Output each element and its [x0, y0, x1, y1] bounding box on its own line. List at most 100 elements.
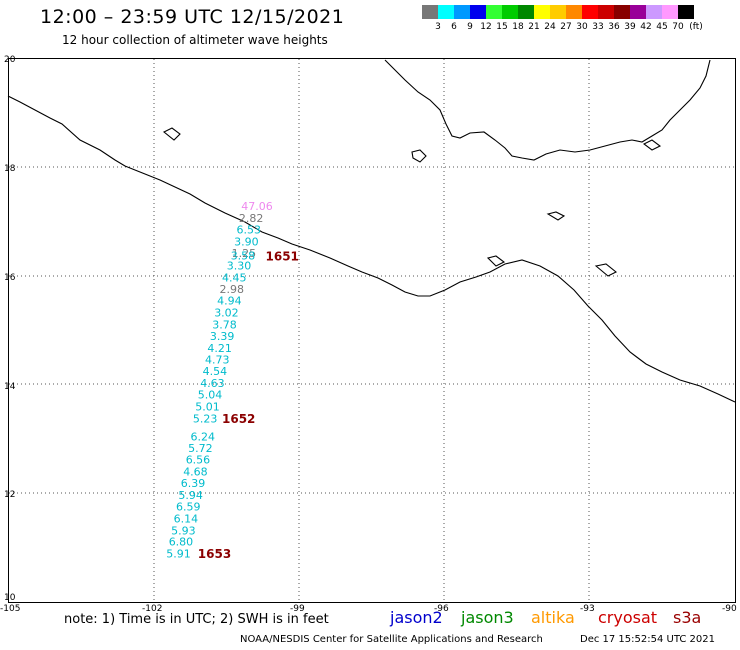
scale-swatch-3 — [470, 5, 486, 19]
island — [411, 149, 427, 163]
lon-tick-label: -99 — [290, 604, 305, 614]
wave-height-label: 5.04 — [198, 389, 223, 402]
scale-label-11: 36 — [608, 22, 620, 32]
scale-swatch-16 — [678, 5, 694, 19]
wave-height-label: 3.39 — [210, 330, 235, 343]
wave-height-label: 4.73 — [205, 353, 230, 366]
satellite-cryosat: cryosat — [598, 608, 658, 627]
scale-swatch-15 — [662, 5, 678, 19]
scale-unit-label: (ft) — [689, 22, 703, 32]
scale-swatch-4 — [486, 5, 502, 19]
wave-height-label: 47.06 — [241, 200, 272, 213]
wave-height-label: 4.68 — [183, 466, 208, 479]
wave-height-label: 5.94 — [178, 489, 203, 502]
wave-height-label: 5.23 — [193, 413, 218, 426]
wave-height-label: 3.02 — [214, 307, 239, 320]
scale-label-14: 45 — [656, 22, 668, 32]
wave-height-label: 6.39 — [181, 477, 206, 490]
island — [546, 211, 566, 221]
wave-height-label: 3.30 — [227, 259, 252, 272]
map-subtitle: 12 hour collection of altimeter wave hei… — [62, 33, 328, 47]
scale-label-1: 6 — [451, 22, 457, 32]
wave-height-label: 5.91 — [166, 548, 191, 561]
wave-height-label: 4.63 — [200, 377, 225, 390]
scale-swatch-8 — [550, 5, 566, 19]
wave-height-label: 5.01 — [195, 401, 220, 414]
scale-label-2: 9 — [467, 22, 473, 32]
lat-tick-label: 18 — [4, 164, 16, 174]
lon-tick-label: -90 — [722, 604, 737, 614]
satellite-jason3: jason3 — [461, 608, 514, 627]
satellite-altika: altika — [531, 608, 575, 627]
wave-height-label: 6.59 — [176, 500, 201, 513]
lat-tick-label: 10 — [4, 593, 16, 603]
gulf-coastline — [384, 59, 711, 161]
wave-height-label: 2.82 — [239, 212, 264, 225]
scale-swatch-2 — [454, 5, 470, 19]
scale-label-9: 30 — [576, 22, 588, 32]
scale-label-12: 39 — [624, 22, 636, 32]
wave-height-label: 5.93 — [171, 524, 196, 537]
scale-label-8: 27 — [560, 22, 572, 32]
generation-timestamp: Dec 17 15:52:54 UTC 2021 — [580, 634, 715, 645]
scale-label-7: 24 — [544, 22, 556, 32]
wave-height-label: 6.24 — [191, 430, 216, 443]
lat-tick-label: 12 — [4, 490, 15, 500]
scale-swatch-0 — [422, 5, 438, 19]
map-title: 12:00 – 23:59 UTC 12/15/2021 — [40, 6, 345, 28]
satellite-s3a: s3a — [673, 608, 702, 627]
footer-note: note: 1) Time is in UTC; 2) SWH is in fe… — [64, 612, 329, 627]
lon-tick-label: -102 — [142, 604, 162, 614]
wave-height-label: 3.78 — [212, 319, 237, 332]
pass-time-label: 1652 — [222, 412, 255, 426]
lat-tick-label: 14 — [4, 382, 16, 392]
wave-height-label: 1.25 — [232, 247, 257, 260]
pacific-coastline — [7, 95, 736, 403]
scale-label-5: 18 — [512, 22, 524, 32]
lat-tick-label: 16 — [4, 273, 16, 283]
coastline — [7, 59, 736, 403]
scale-label-13: 42 — [640, 22, 652, 32]
wave-height-label: 2.98 — [220, 283, 245, 296]
lon-tick-label: -93 — [580, 604, 595, 614]
wave-height-label: 6.80 — [169, 536, 194, 549]
scale-label-0: 3 — [435, 22, 441, 32]
scale-swatch-5 — [502, 5, 518, 19]
wave-height-label: 6.53 — [237, 224, 262, 237]
lon-tick-label: -105 — [0, 604, 20, 614]
wave-height-label: 4.94 — [217, 295, 242, 308]
island — [162, 127, 181, 141]
scale-swatch-14 — [646, 5, 662, 19]
scale-swatch-9 — [566, 5, 582, 19]
wave-height-label: 3.58 — [231, 250, 256, 263]
scale-swatch-6 — [518, 5, 534, 19]
scale-swatch-7 — [534, 5, 550, 19]
island — [594, 263, 618, 277]
satellite-jason2: jason2 — [390, 608, 443, 627]
graticule — [9, 59, 735, 602]
pass-time-label: 1651 — [266, 250, 299, 264]
scale-label-3: 12 — [480, 22, 492, 32]
wave-height-label: 6.14 — [174, 512, 199, 525]
island — [642, 139, 662, 151]
lon-tick-label: -96 — [434, 604, 449, 614]
credit-line: NOAA/NESDIS Center for Satellite Applica… — [240, 634, 543, 645]
wave-height-label: 3.90 — [234, 235, 259, 248]
scale-label-10: 33 — [592, 22, 604, 32]
pass-time-label: 1653 — [198, 547, 231, 561]
lat-tick-label: 20 — [4, 55, 16, 65]
wave-height-labels: 47.062.826.533.901.253.583.304.452.984.9… — [166, 200, 272, 561]
scale-swatch-11 — [598, 5, 614, 19]
scale-label-6: 21 — [528, 22, 540, 32]
wave-height-label: 4.21 — [207, 342, 232, 355]
scale-label-4: 15 — [496, 22, 508, 32]
scale-swatch-10 — [582, 5, 598, 19]
scale-swatch-13 — [630, 5, 646, 19]
scale-label-15: 70 — [672, 22, 684, 32]
pass-time-labels: 1651 1652 1653 — [198, 250, 299, 562]
scale-swatch-1 — [438, 5, 454, 19]
map-frame — [8, 58, 736, 603]
wave-height-label: 5.72 — [188, 442, 213, 455]
island — [486, 255, 506, 267]
